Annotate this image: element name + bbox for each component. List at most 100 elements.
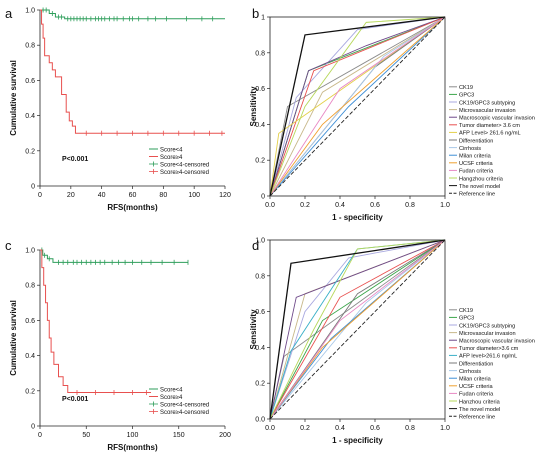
legend-entry: Score≥4	[160, 155, 183, 161]
legend-entry: Differentiation	[459, 361, 493, 367]
x-tick-label: 0.6	[370, 425, 380, 432]
roc-curve	[269, 239, 446, 420]
y-tick-label: 0.2	[255, 381, 265, 388]
roc-curve	[269, 239, 446, 420]
roc-curve	[269, 16, 446, 197]
survival-curve-low-score	[40, 249, 188, 263]
y-axis-title: Cumulative survival	[9, 300, 18, 376]
y-tick-label: 0.8	[255, 50, 265, 57]
legend-entry: Milan criteria	[459, 377, 492, 383]
roc-curve	[269, 239, 446, 420]
y-tick-label: 0.2	[255, 158, 265, 165]
legend-entry: Milan criteria	[459, 154, 492, 160]
x-tick-label: 120	[219, 192, 231, 199]
roc-curve	[269, 16, 446, 197]
survival-curve-high-score	[40, 9, 225, 134]
y-tick-label: 0.4	[255, 122, 265, 129]
y-tick-label: 1.0	[25, 248, 35, 255]
y-axis-title: Cumulative survival	[9, 60, 18, 136]
plot-frame	[269, 239, 446, 420]
y-tick-label: 0.6	[255, 86, 265, 93]
y-tick-label: 0	[31, 424, 35, 431]
x-tick-label: 100	[188, 192, 200, 199]
legend-entry: Score<4-censored	[160, 402, 209, 408]
x-tick-label: 0.8	[405, 202, 415, 209]
survival-curve-low-score	[40, 9, 225, 20]
y-tick-label: 0.0	[255, 417, 265, 424]
x-tick-label: 0.8	[405, 425, 415, 432]
legend-entry: UCSF criteria	[459, 161, 493, 167]
legend-entry: Score<4	[160, 147, 183, 153]
x-tick-label: 0.6	[370, 202, 380, 209]
legend-entry: Macroscopic vascular invasion	[459, 339, 535, 345]
legend-entry: GPC3	[459, 93, 474, 99]
y-tick-label: 1	[261, 15, 265, 22]
y-tick-label: 0.4	[25, 353, 35, 360]
y-tick-label: 0.6	[25, 318, 35, 325]
x-tick-label: 1.0	[440, 202, 450, 209]
legend-entry: The novel model	[459, 407, 500, 413]
x-tick-label: 0	[38, 192, 42, 199]
legend-entry: Hanzhou criteria	[459, 399, 501, 405]
legend-entry: Score<4	[160, 387, 183, 393]
y-tick-label: 0.8	[25, 43, 35, 50]
legend-entry: Fudan criteria	[459, 392, 494, 398]
x-tick-label: 50	[82, 432, 90, 439]
x-tick-label: 0.2	[300, 425, 310, 432]
y-tick-label: 0.4	[255, 345, 265, 352]
x-tick-label: 0	[38, 432, 42, 439]
legend-entry: Microvascular invasion	[459, 331, 516, 337]
roc-curve	[269, 16, 446, 197]
legend-entry: Score≥4-censored	[160, 170, 209, 176]
panel-label: b	[252, 6, 259, 21]
x-tick-label: 1.0	[440, 425, 450, 432]
legend-entry: Reference line	[459, 415, 495, 421]
roc-curve	[269, 239, 446, 420]
legend-entry: CK19	[459, 308, 473, 314]
p-value-annotation: P<0.001	[62, 156, 88, 163]
x-tick-label: 0.4	[335, 202, 345, 209]
legend-entry: CK19	[459, 85, 473, 91]
x-tick-label: 20	[67, 192, 75, 199]
roc-curve	[269, 16, 446, 197]
y-tick-label: 0.2	[25, 148, 35, 155]
roc-curve	[269, 16, 446, 197]
y-axis-title: Sensitivity	[249, 86, 258, 127]
panel-label: a	[5, 6, 13, 21]
roc-curve	[269, 239, 446, 420]
legend-entry: Microvascular invasion	[459, 108, 516, 114]
x-tick-label: 150	[173, 432, 185, 439]
y-tick-label: 1.0	[255, 238, 265, 245]
y-tick-label: 0	[31, 184, 35, 191]
y-tick-label: 0.4	[25, 113, 35, 120]
roc-curve	[269, 16, 446, 197]
legend-entry: Score≥4	[160, 395, 183, 401]
y-tick-label: 1.0	[25, 8, 35, 15]
legend-entry: Differentiation	[459, 138, 493, 144]
roc-curve	[269, 239, 446, 420]
legend-entry: Score<4-censored	[160, 162, 209, 168]
roc-curve	[269, 16, 446, 197]
legend-entry: Reference line	[459, 192, 495, 198]
legend-entry: Hangzhou criteria	[459, 176, 504, 182]
legend-entry: Cirrhosis	[459, 369, 481, 375]
x-tick-label: 0.2	[300, 202, 310, 209]
x-axis-title: RFS(months)	[107, 203, 158, 212]
roc-curve	[269, 239, 446, 420]
y-tick-label: 0.8	[25, 283, 35, 290]
roc-curve	[269, 16, 446, 197]
x-tick-label: 0.0	[265, 425, 275, 432]
y-axis-title: Sensitivity	[249, 309, 258, 350]
x-tick-label: 0.4	[335, 425, 345, 432]
x-tick-label: 80	[159, 192, 167, 199]
x-tick-label: 200	[219, 432, 231, 439]
roc-curve	[269, 239, 446, 420]
legend-entry: Fudan criteria	[459, 169, 494, 175]
y-tick-label: 0.6	[25, 78, 35, 85]
legend-entry: Macroscopic vascular invasion	[459, 116, 535, 122]
survival-curve-high-score	[40, 249, 151, 394]
y-tick-label: 0.6	[255, 309, 265, 316]
legend-entry: CK19/GPC3 subtyping	[459, 323, 515, 329]
legend-entry: Cirrhosis	[459, 146, 481, 152]
